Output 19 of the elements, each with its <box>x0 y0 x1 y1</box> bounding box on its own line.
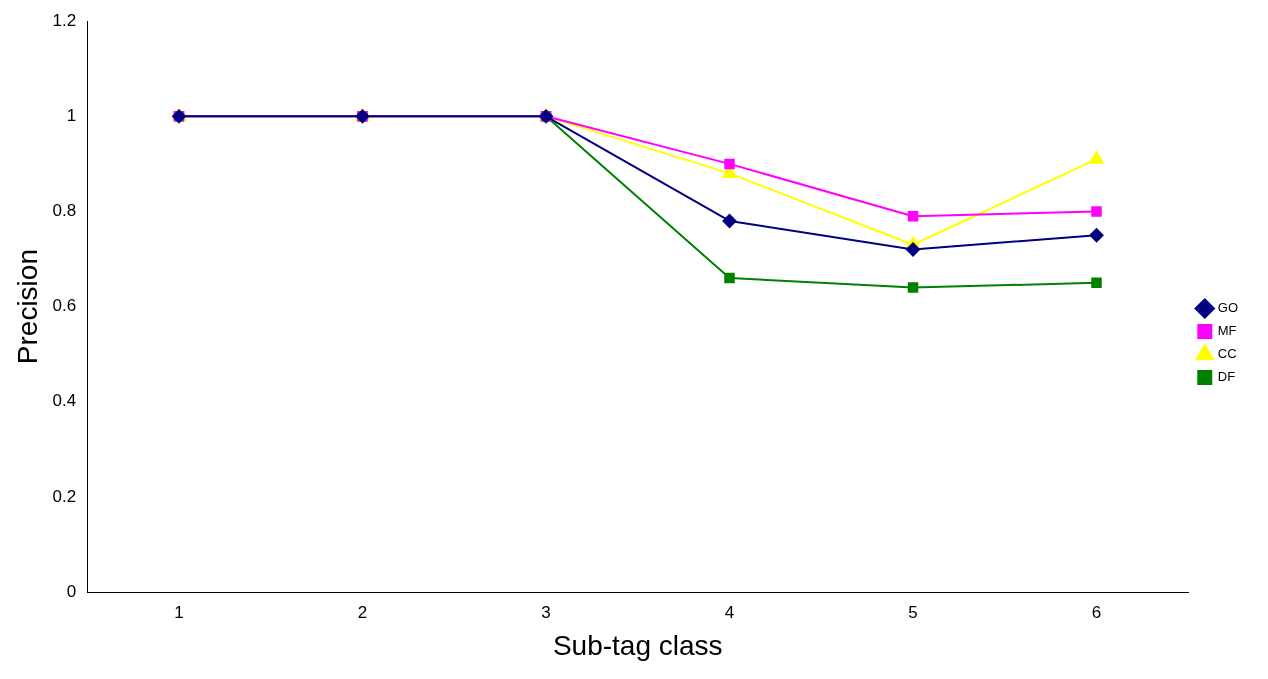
x-axis-title: Sub-tag class <box>552 629 723 661</box>
y-tick-label: 0.8 <box>52 201 77 221</box>
legend-label: GO <box>1217 300 1239 316</box>
x-tick-label: 3 <box>541 602 551 622</box>
y-tick-label: 0.6 <box>52 296 77 316</box>
x-tick-label: 5 <box>908 602 918 622</box>
x-tick-label: 4 <box>724 602 735 622</box>
y-tick-label: 1 <box>66 106 77 126</box>
x-tick-label: 6 <box>1091 602 1102 622</box>
legend-label: CC <box>1217 346 1237 362</box>
y-tick-label: 1.2 <box>52 10 77 30</box>
x-tick-label: 1 <box>174 602 184 622</box>
y-tick-label: 0.2 <box>52 486 77 506</box>
legend-label: MF <box>1217 323 1237 339</box>
y-tick-label: 0.4 <box>52 391 77 411</box>
y-axis-title: Precision <box>11 249 43 365</box>
legend-label: DF <box>1217 369 1236 385</box>
x-tick-label: 2 <box>357 602 368 622</box>
y-tick-label: 0 <box>66 581 77 601</box>
